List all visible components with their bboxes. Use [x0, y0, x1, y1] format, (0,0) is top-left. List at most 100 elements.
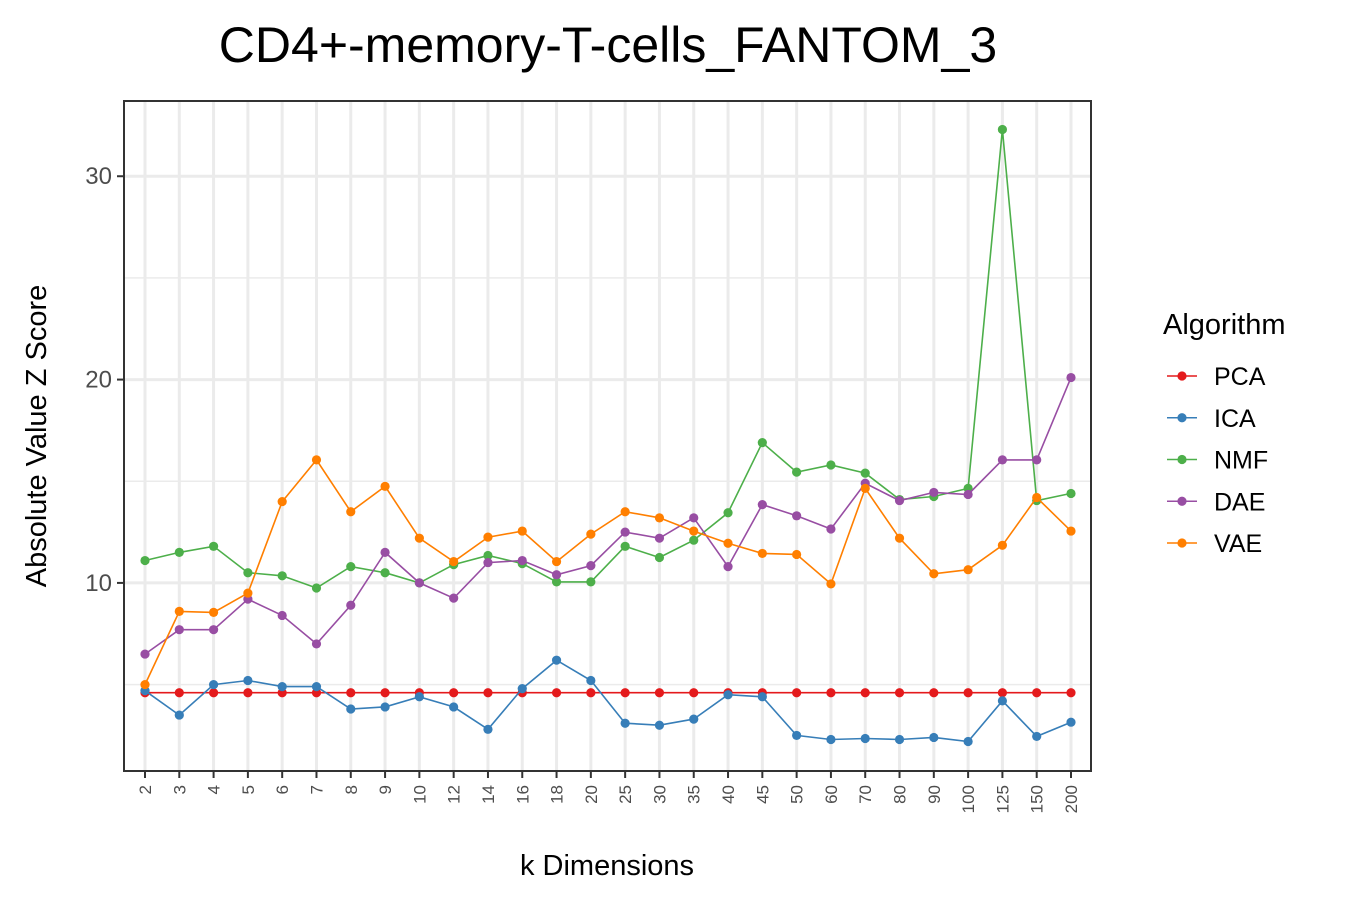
- legend-item-vae: VAE: [1167, 530, 1262, 558]
- data-point-vae: [654, 513, 665, 523]
- data-point-ica: [380, 702, 390, 712]
- data-point-ica: [208, 679, 219, 690]
- x-axis-title: k Dimensions: [520, 850, 694, 882]
- data-point-ica: [689, 714, 699, 724]
- data-point-nmf: [311, 583, 322, 593]
- legend-label-nmf: NMF: [1214, 447, 1268, 475]
- series-layer: [140, 124, 1076, 747]
- data-point-dae: [346, 600, 356, 610]
- series-line-ica: [144, 659, 1072, 743]
- data-point-pca: [792, 688, 802, 698]
- data-point-nmf: [243, 568, 253, 578]
- x-tick-label: 70: [856, 785, 875, 804]
- data-point-nmf: [483, 550, 493, 561]
- data-point-dae: [449, 593, 459, 603]
- data-point-nmf: [826, 460, 836, 470]
- data-point-vae: [792, 549, 802, 560]
- x-tick-label: 12: [445, 785, 464, 804]
- legend-item-pca: PCA: [1167, 363, 1266, 391]
- data-point-dae: [894, 495, 905, 506]
- data-point-nmf: [380, 568, 390, 578]
- data-point-pca: [483, 688, 493, 698]
- data-point-ica: [723, 690, 733, 700]
- legend-marker-vae: [1177, 538, 1187, 548]
- x-tick-label: 16: [513, 785, 532, 804]
- data-point-pca: [826, 688, 836, 698]
- data-point-ica: [620, 718, 630, 728]
- data-point-dae: [517, 555, 527, 566]
- y-tick-label: 30: [85, 163, 112, 190]
- plot-border: [123, 100, 1092, 772]
- data-point-pca: [208, 688, 219, 698]
- data-point-dae: [826, 524, 836, 534]
- data-point-pca: [380, 688, 390, 698]
- data-point-dae: [586, 561, 596, 571]
- data-point-vae: [894, 533, 905, 543]
- x-tick-label: 150: [1028, 785, 1047, 813]
- data-point-pca: [860, 688, 870, 698]
- data-point-pca: [929, 688, 939, 698]
- data-point-vae: [311, 455, 322, 465]
- data-point-vae: [963, 565, 973, 575]
- data-point-vae: [1032, 492, 1042, 503]
- data-point-ica: [414, 692, 424, 702]
- data-point-vae: [860, 483, 870, 493]
- series-ica: [140, 655, 1076, 747]
- data-point-vae: [620, 507, 630, 517]
- grid: [124, 101, 1091, 771]
- series-pca: [140, 688, 1076, 698]
- x-tick-label: 125: [993, 785, 1012, 813]
- x-tick-label: 30: [650, 785, 669, 804]
- x-tick-label: 60: [822, 785, 841, 804]
- data-point-dae: [757, 500, 767, 510]
- data-point-vae: [483, 532, 493, 542]
- legend-marker-ica: [1177, 413, 1187, 423]
- data-point-dae: [929, 487, 939, 498]
- data-point-nmf: [757, 438, 767, 448]
- x-tick-label: 8: [342, 785, 361, 794]
- legend-title: Algorithm: [1163, 309, 1286, 341]
- x-tick-label: 10: [410, 785, 429, 804]
- data-point-pca: [1066, 688, 1076, 698]
- data-point-dae: [1032, 455, 1042, 465]
- data-point-vae: [757, 548, 767, 559]
- data-point-nmf: [689, 535, 699, 545]
- data-point-ica: [586, 675, 596, 686]
- data-point-dae: [551, 570, 562, 580]
- legend-marker-dae: [1177, 496, 1187, 506]
- data-point-ica: [277, 682, 287, 692]
- x-tick-label: 40: [719, 785, 738, 804]
- x-tick-label: 3: [170, 785, 189, 794]
- legend-label-dae: DAE: [1214, 488, 1265, 516]
- data-point-vae: [997, 540, 1008, 550]
- data-point-nmf: [208, 541, 219, 551]
- data-point-nmf: [346, 562, 356, 572]
- data-point-vae: [346, 507, 356, 517]
- data-point-ica: [174, 710, 184, 720]
- y-axis-title: Absolute Value Z Score: [21, 285, 53, 588]
- legend-marker-pca: [1177, 371, 1187, 381]
- x-tick-label: 100: [959, 785, 978, 813]
- data-point-vae: [689, 526, 699, 536]
- data-point-ica: [449, 702, 459, 712]
- x-tick-label: 25: [616, 785, 635, 804]
- data-point-ica: [894, 734, 905, 745]
- x-tick-label: 200: [1062, 785, 1081, 813]
- data-point-ica: [346, 704, 356, 714]
- data-point-dae: [483, 557, 493, 568]
- data-point-nmf: [620, 541, 630, 551]
- data-point-dae: [620, 527, 630, 537]
- data-point-vae: [517, 526, 527, 536]
- data-point-dae: [140, 649, 150, 659]
- data-point-pca: [174, 688, 184, 698]
- data-point-vae: [929, 569, 939, 579]
- data-point-dae: [380, 547, 390, 558]
- data-point-ica: [792, 730, 802, 741]
- data-point-nmf: [277, 571, 287, 581]
- data-point-nmf: [174, 547, 184, 558]
- data-point-nmf: [860, 468, 870, 478]
- x-tick-label: 4: [205, 785, 224, 794]
- legend-item-dae: DAE: [1167, 488, 1265, 516]
- x-tick-label: 90: [925, 785, 944, 804]
